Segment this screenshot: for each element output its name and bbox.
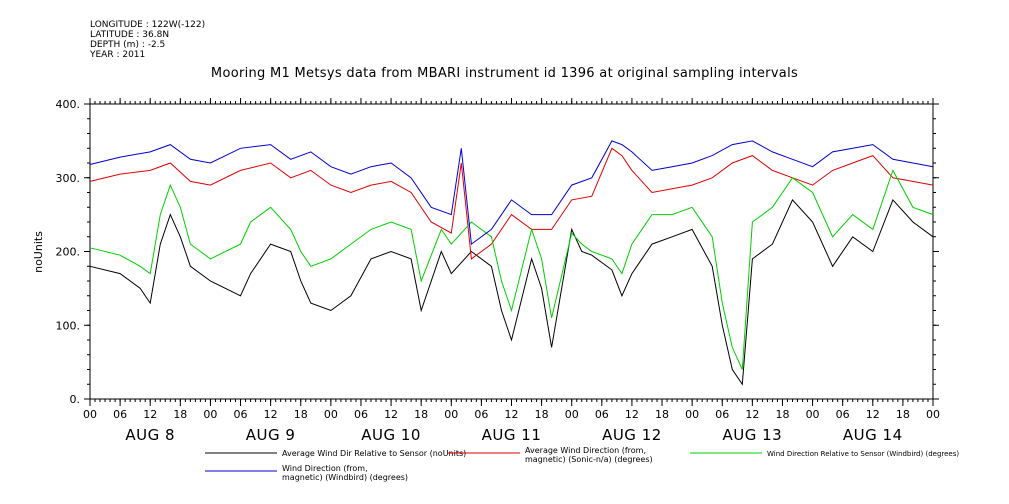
y-tick-label: 0. <box>70 393 81 406</box>
chart-title: Mooring M1 Metsys data from MBARI instru… <box>210 66 799 81</box>
y-axis-label: noUnits <box>32 231 45 273</box>
x-tick-label: 06 <box>595 408 609 421</box>
x-tick-label: 12 <box>143 408 157 421</box>
x-day-label: AUG 14 <box>843 426 903 444</box>
legend-label-blue-2: magnetic) (Windbird) (degrees) <box>282 473 408 482</box>
y-tick-label: 300. <box>56 172 81 185</box>
legend-label-blue-1: Wind Direction (from, <box>282 464 368 473</box>
series-line-3 <box>89 140 934 246</box>
x-tick-label: 06 <box>474 408 488 421</box>
latitude-label: LATITUDE : 36.8N <box>90 30 170 40</box>
x-tick-label: 12 <box>866 408 880 421</box>
y-tick-label: 400. <box>56 98 81 111</box>
x-tick-label: 12 <box>264 408 278 421</box>
x-tick-label: 00 <box>444 408 458 421</box>
x-tick-label: 18 <box>896 408 910 421</box>
x-tick-label: 06 <box>113 408 127 421</box>
x-tick-label: 18 <box>535 408 549 421</box>
longitude-label: LONGITUDE : 122W(-122) <box>90 20 206 30</box>
x-tick-label: 18 <box>655 408 669 421</box>
x-day-label: AUG 8 <box>125 426 175 444</box>
legend-label-green: Wind Direction Relative to Sensor (Windb… <box>767 450 959 458</box>
x-day-label: AUG 12 <box>602 426 662 444</box>
legend: Average Wind Dir Relative to Sensor (noU… <box>205 446 959 482</box>
x-tick-label: 00 <box>685 408 699 421</box>
x-tick-label: 06 <box>715 408 729 421</box>
x-tick-label: 06 <box>234 408 248 421</box>
plot-frame <box>89 103 934 400</box>
x-day-label: AUG 10 <box>361 426 421 444</box>
series-layer <box>89 140 934 386</box>
metadata-block: LONGITUDE : 122W(-122) LATITUDE : 36.8N … <box>90 20 205 60</box>
x-tick-label: 12 <box>625 408 639 421</box>
x-tick-label: 18 <box>414 408 428 421</box>
x-tick-label: 12 <box>505 408 519 421</box>
x-tick-label: 00 <box>324 408 338 421</box>
x-tick-label: 06 <box>836 408 850 421</box>
series-line-0 <box>89 198 934 386</box>
x-tick-label: 18 <box>775 408 789 421</box>
x-tick-label: 18 <box>294 408 308 421</box>
depth-label: DEPTH (m) : -2.5 <box>90 40 166 50</box>
series-line-2 <box>89 169 934 370</box>
axes-layer: 0. 100. 200. 300. 400. 00 06 12 18 00 06 12 18 00 06 12… <box>56 98 940 444</box>
x-tick-label: 00 <box>83 408 97 421</box>
x-tick-label: 18 <box>173 408 187 421</box>
x-tick-label: 00 <box>565 408 579 421</box>
x-tick-label: 00 <box>806 408 820 421</box>
x-tick-label: 00 <box>926 408 940 421</box>
legend-label-red-2: magnetic) (Sonic-n/a) (degrees) <box>525 455 653 464</box>
x-tick-label: 00 <box>203 408 217 421</box>
x-tick-label: 06 <box>354 408 368 421</box>
legend-label-black: Average Wind Dir Relative to Sensor (noU… <box>282 449 466 458</box>
x-day-label: AUG 11 <box>482 426 542 444</box>
x-day-label: AUG 9 <box>246 426 296 444</box>
y-tick-label: 100. <box>56 319 81 332</box>
year-label: YEAR : 2011 <box>90 50 146 60</box>
x-day-label: AUG 13 <box>722 426 782 444</box>
x-tick-label: 12 <box>384 408 398 421</box>
y-tick-label: 200. <box>56 246 81 259</box>
legend-label-red-1: Average Wind Direction (from, <box>525 446 646 455</box>
x-tick-label: 12 <box>745 408 759 421</box>
